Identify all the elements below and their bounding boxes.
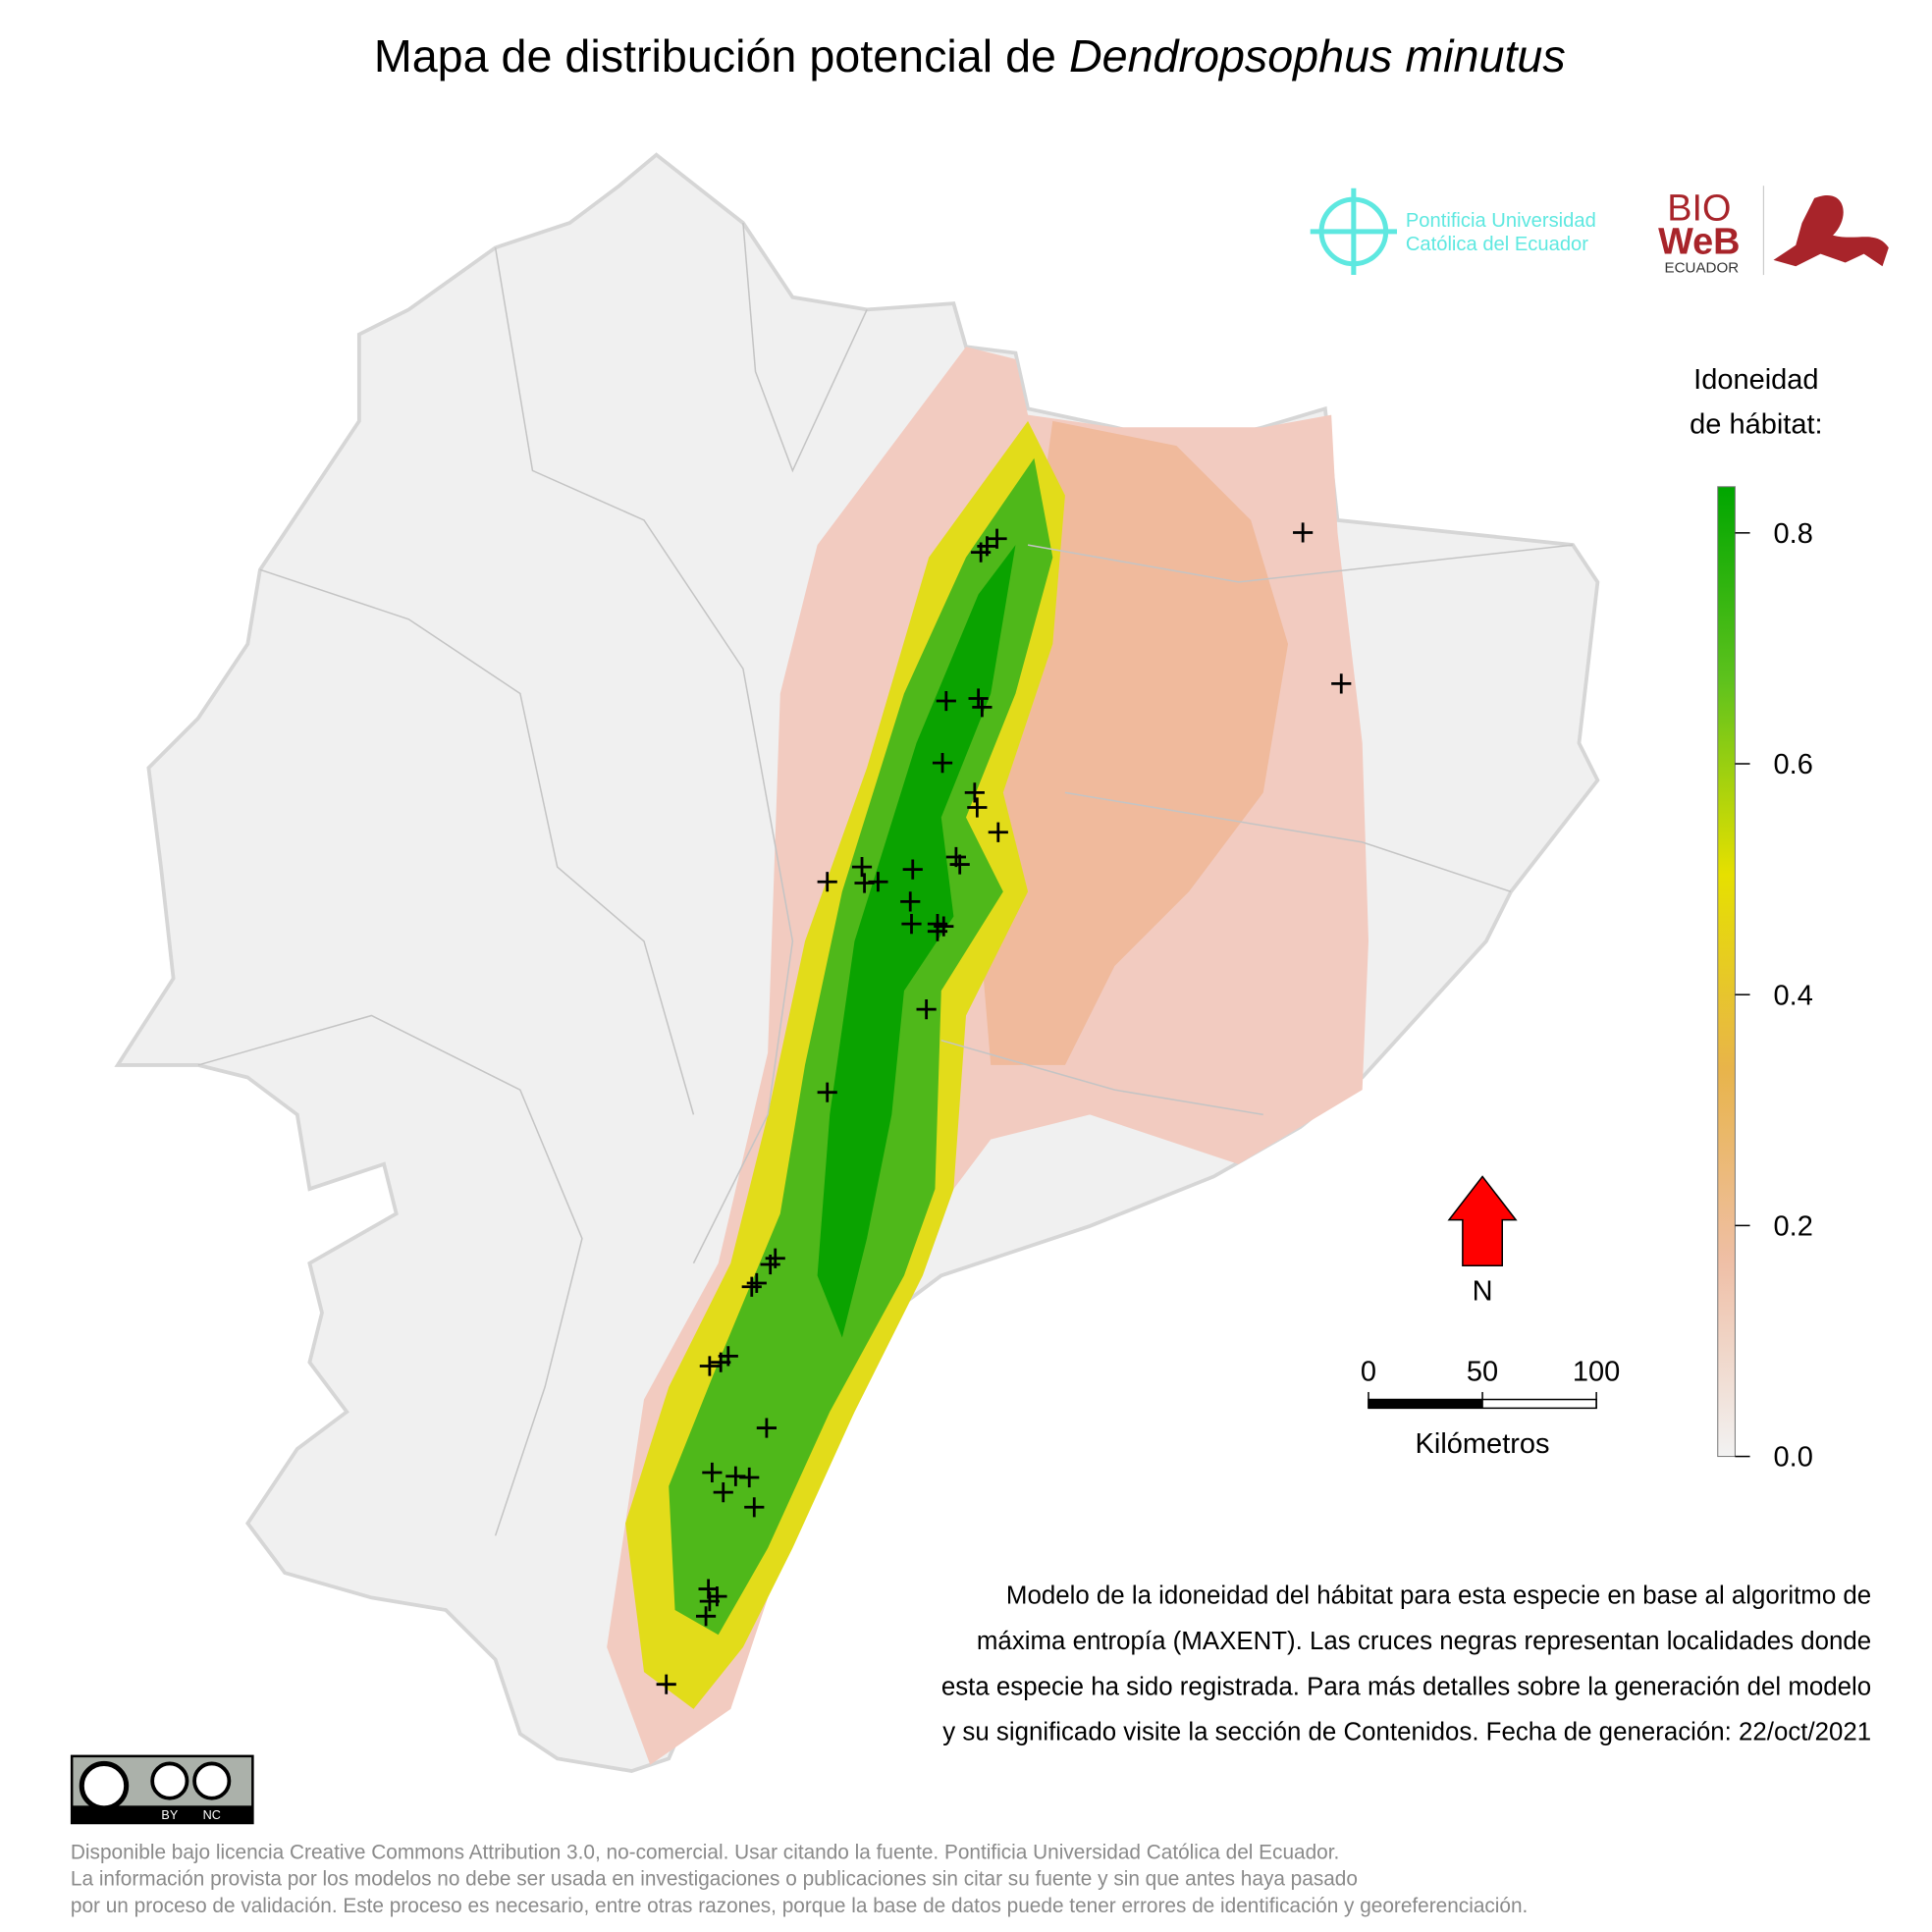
puce-name: Católica del Ecuador: [1406, 234, 1588, 255]
north-label: N: [1473, 1276, 1493, 1308]
occurrence-cross: [968, 688, 989, 709]
occurrence-cross: [695, 1606, 717, 1627]
bioweb-word: WeB: [1658, 222, 1740, 263]
occurrence-cross: [967, 797, 988, 818]
description-line: esta especie ha sido registrada. Para má…: [941, 1673, 1871, 1700]
by-icon: [150, 1761, 189, 1800]
license-text: Disponible bajo licencia Creative Common…: [71, 1842, 1528, 1917]
legend-tick-label: 0.0: [1774, 1442, 1813, 1474]
description-line: Modelo de la idoneidad del hábitat para …: [1006, 1583, 1871, 1610]
north-arrow: N: [1447, 1175, 1518, 1308]
occurrence-cross: [699, 1356, 720, 1376]
description-line: y su significado visite la sección de Co…: [942, 1719, 1871, 1746]
occurrence-cross: [936, 690, 956, 712]
occurrence-cross: [702, 1462, 723, 1483]
basemap: [114, 152, 1600, 1773]
occurrence-cross: [927, 921, 948, 941]
badge-label: NC: [203, 1808, 221, 1822]
occurrence-cross: [711, 1352, 731, 1372]
license-line: Disponible bajo licencia Creative Common…: [71, 1842, 1339, 1864]
nc-icon: [192, 1761, 232, 1800]
scale-label: Kilómetros: [1416, 1428, 1550, 1460]
province-borders: [197, 223, 1574, 1536]
occurrence-cross: [760, 1254, 780, 1275]
north-arrow-shape: [1447, 1175, 1518, 1267]
scale-tick-label: 50: [1467, 1357, 1498, 1388]
occurrence-cross: [988, 822, 1008, 842]
occurrence-cross: [656, 1674, 676, 1694]
scale-tick-label: 0: [1361, 1357, 1376, 1388]
occurrence-cross: [817, 1082, 837, 1102]
occurrence-cross: [746, 1272, 767, 1294]
occurrence-cross: [949, 854, 970, 875]
color-bar: [1717, 486, 1736, 1458]
legend-title: de hábitat:: [1690, 409, 1822, 441]
occurrence-cross: [1331, 673, 1352, 694]
cc-icon: [79, 1760, 130, 1811]
occurrence-cross: [744, 1497, 765, 1518]
occurrence-cross: [901, 914, 922, 935]
badge-label: BY: [161, 1808, 178, 1822]
scale-bar: 0 50 100 Kilómetros: [1361, 1357, 1620, 1460]
description-line: máxima entropía (MAXENT). Las cruces neg…: [977, 1628, 1871, 1655]
occurrence-cross: [868, 872, 888, 892]
legend-tick-label: 0.8: [1774, 518, 1813, 550]
license-badge: BY NC: [70, 1754, 254, 1825]
puce-name: Pontificia Universidad: [1406, 210, 1596, 232]
occurrence-cross: [699, 1591, 720, 1612]
frog-icon: [1773, 194, 1889, 267]
bioweb-word: ECUADOR: [1665, 260, 1740, 277]
occurrence-cross: [741, 1276, 762, 1297]
license-line: por un proceso de validación. Este proce…: [71, 1895, 1528, 1917]
occurrence-cross: [739, 1467, 760, 1488]
puce-emblem: [1310, 188, 1398, 276]
legend-tick-label: 0.6: [1774, 749, 1813, 780]
occurrence-cross: [916, 999, 937, 1020]
occurrence-cross: [964, 782, 985, 803]
occurrence-crosses: [656, 522, 1352, 1694]
legend-tick-label: 0.2: [1774, 1210, 1813, 1242]
occurrence-cross: [851, 856, 873, 878]
title-prefix: Mapa de distribución potencial de: [374, 30, 1069, 81]
occurrence-cross: [987, 528, 1007, 549]
legend-title: Idoneidad: [1693, 364, 1818, 396]
scale-tick-label: 100: [1573, 1357, 1620, 1388]
occurrence-cross: [932, 753, 953, 774]
legend-tick-label: 0.4: [1774, 980, 1813, 1011]
scale-segment: [1368, 1399, 1483, 1409]
puce-logo: Pontificia Universidad Católica del Ecua…: [1310, 188, 1596, 276]
bioweb-logo: BIO WeB ECUADOR: [1658, 186, 1889, 277]
bioweb-word: BIO: [1667, 188, 1731, 230]
badge-strip: [72, 1805, 253, 1823]
legend: 0.0 0.2 0.4 0.6 0.8: [1717, 486, 1813, 1474]
occurrence-cross: [1293, 522, 1314, 543]
license-line: La información provista por los modelos …: [71, 1868, 1358, 1891]
occurrence-cross: [972, 697, 993, 718]
core-suitability: [817, 545, 1016, 1338]
description: Modelo de la idoneidad del hábitat para …: [941, 1583, 1871, 1746]
title: Mapa de distribución potencial de Dendro…: [374, 30, 1566, 81]
occurrence-cross: [971, 542, 992, 563]
occurrence-cross: [817, 872, 837, 892]
title-species: Dendropsophus minutus: [1069, 30, 1566, 81]
occurrence-cross: [756, 1418, 777, 1438]
occurrence-cross: [900, 891, 921, 912]
occurrence-cross: [902, 859, 923, 880]
occurrence-cross: [713, 1482, 733, 1503]
